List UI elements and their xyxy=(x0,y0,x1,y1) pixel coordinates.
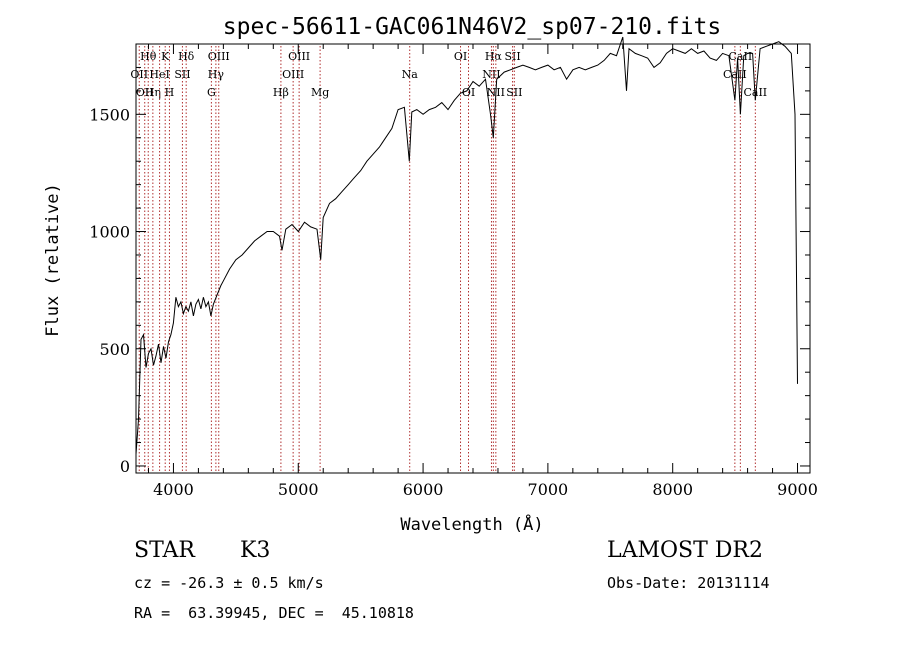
spectral-subclass: K3 xyxy=(240,538,271,563)
line-marker-label: Hδ xyxy=(178,50,195,63)
y-tick-label: 1000 xyxy=(89,223,130,242)
x-tick-label: 5000 xyxy=(278,480,319,499)
y-tick-label: 500 xyxy=(99,340,130,359)
y-axis-label: Flux (relative) xyxy=(43,183,63,337)
line-marker-label: OI xyxy=(462,86,475,99)
line-marker-label: OIII xyxy=(208,50,230,63)
obs-date-text: Obs-Date: 20131114 xyxy=(607,574,770,592)
line-marker-label: SII xyxy=(174,68,190,81)
line-marker-label: SII xyxy=(506,86,522,99)
line-marker-label: HeI xyxy=(149,68,169,81)
x-tick-label: 4000 xyxy=(153,480,194,499)
line-marker-label: OI xyxy=(454,50,467,63)
line-marker-label: OIII xyxy=(282,68,304,81)
x-tick-label: 9000 xyxy=(777,480,818,499)
line-marker-label: Mg xyxy=(311,86,329,99)
line-marker-label: Hθ xyxy=(140,50,157,63)
line-marker-label: OIII xyxy=(288,50,310,63)
line-marker-label: H xyxy=(165,86,175,99)
y-tick-label: 1500 xyxy=(89,105,130,124)
chart-title: spec-56611-GAC061N46V2_sp07-210.fits xyxy=(223,14,722,40)
object-class: STAR xyxy=(134,538,195,563)
line-marker-label: Hγ xyxy=(208,68,225,81)
plot-area: HθOIIOIIHηHeIKHSIIHδGHγOIIIHβOIIIOIIIMgN… xyxy=(89,36,818,499)
line-marker-label: Hα xyxy=(485,50,503,63)
line-marker-label: SII xyxy=(504,50,520,63)
line-marker-label: Na xyxy=(402,68,419,81)
x-tick-label: 8000 xyxy=(652,480,693,499)
survey-name: LAMOST DR2 xyxy=(607,538,763,563)
coordinates-text: RA = 63.39945, DEC = 45.10818 xyxy=(134,604,414,622)
line-marker-label: OII xyxy=(130,68,148,81)
spectrum-series-line xyxy=(135,36,798,455)
line-marker-label: G xyxy=(207,86,216,99)
x-tick-label: 7000 xyxy=(528,480,569,499)
x-axis-label: Wavelength (Å) xyxy=(400,513,543,535)
y-tick-label: 0 xyxy=(120,457,130,476)
redshift-text: cz = -26.3 ± 0.5 km/s xyxy=(134,574,324,592)
x-tick-label: 6000 xyxy=(403,480,444,499)
line-marker-label: Hβ xyxy=(273,86,289,99)
line-marker-label: CaII xyxy=(729,50,753,63)
line-marker-label: K xyxy=(161,50,170,63)
line-marker-label: Hη xyxy=(145,86,161,99)
line-marker-label: OII xyxy=(136,86,154,99)
